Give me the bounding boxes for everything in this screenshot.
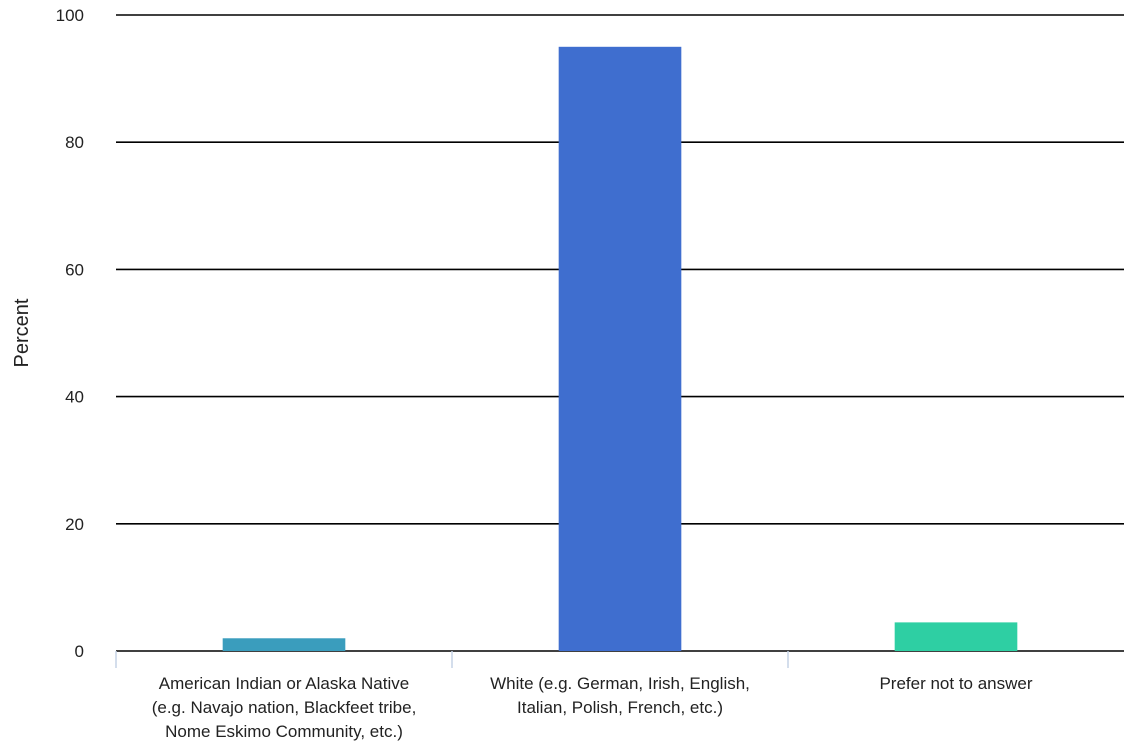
bar — [894, 622, 1018, 651]
y-axis-label: Percent — [11, 298, 33, 367]
y-tick-label: 100 — [56, 6, 84, 25]
y-tick-label: 60 — [65, 260, 84, 279]
y-tick-label: 40 — [65, 388, 84, 407]
y-tick-label: 0 — [75, 642, 84, 661]
bar — [222, 638, 346, 651]
bars — [222, 46, 1018, 652]
y-tick-label: 80 — [65, 133, 84, 152]
x-tick-label: Prefer not to answer — [879, 674, 1032, 693]
y-tick-label: 20 — [65, 515, 84, 534]
x-tick-label: American Indian or Alaska Native (e.g. Na… — [152, 674, 417, 741]
axes: 0 20 40 60 80 100 American Indian or Alaska Na… — [56, 6, 1033, 741]
x-tick-label: White (e.g. German, Irish, English, Itali… — [490, 674, 750, 717]
bar — [558, 46, 682, 652]
